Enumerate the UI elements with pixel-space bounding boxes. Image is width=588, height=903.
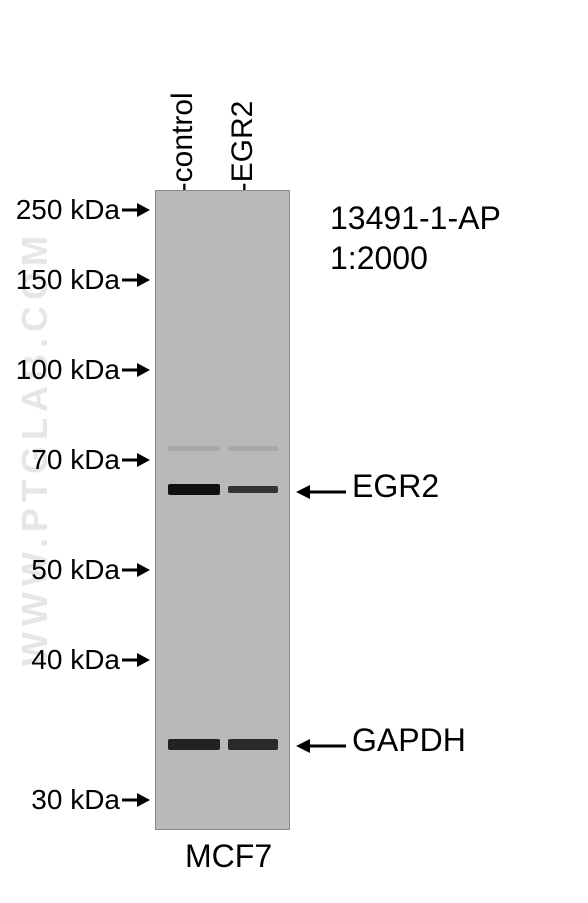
label-gapdh: GAPDH <box>352 722 466 759</box>
band-faint-lane1 <box>168 446 220 451</box>
arrow-right-icon <box>122 791 150 809</box>
mw-marker-label: 30 kDa <box>0 784 120 816</box>
mw-marker-label: 70 kDa <box>0 444 120 476</box>
band-egr2-lane2 <box>228 486 278 493</box>
mw-marker-label: 50 kDa <box>0 554 120 586</box>
mw-marker-label: 100 kDa <box>0 354 120 386</box>
band-egr2-lane1 <box>168 484 220 495</box>
arrow-right-icon <box>122 271 150 289</box>
mw-marker-label: 40 kDa <box>0 644 120 676</box>
band-gapdh-lane1 <box>168 739 220 750</box>
arrow-right-icon <box>122 651 150 669</box>
band-faint-lane2 <box>228 446 278 451</box>
arrow-right-icon <box>122 201 150 219</box>
antibody-code: 13491-1-AP <box>330 200 501 237</box>
antibody-dilution: 1:2000 <box>330 240 428 277</box>
sample-name: MCF7 <box>185 838 272 875</box>
blot-membrane <box>155 190 290 830</box>
western-blot-figure: WWW.PTGLAB.COM si-control si-EGR2 13491-… <box>0 0 588 903</box>
mw-marker-label: 250 kDa <box>0 194 120 226</box>
arrow-right-icon <box>122 451 150 469</box>
mw-marker-label: 150 kDa <box>0 264 120 296</box>
band-gapdh-lane2 <box>228 739 278 750</box>
arrow-right-icon <box>122 561 150 579</box>
label-egr2: EGR2 <box>352 468 439 505</box>
arrow-right-icon <box>122 361 150 379</box>
arrow-left-icon <box>296 736 346 756</box>
arrow-left-icon <box>296 482 346 502</box>
